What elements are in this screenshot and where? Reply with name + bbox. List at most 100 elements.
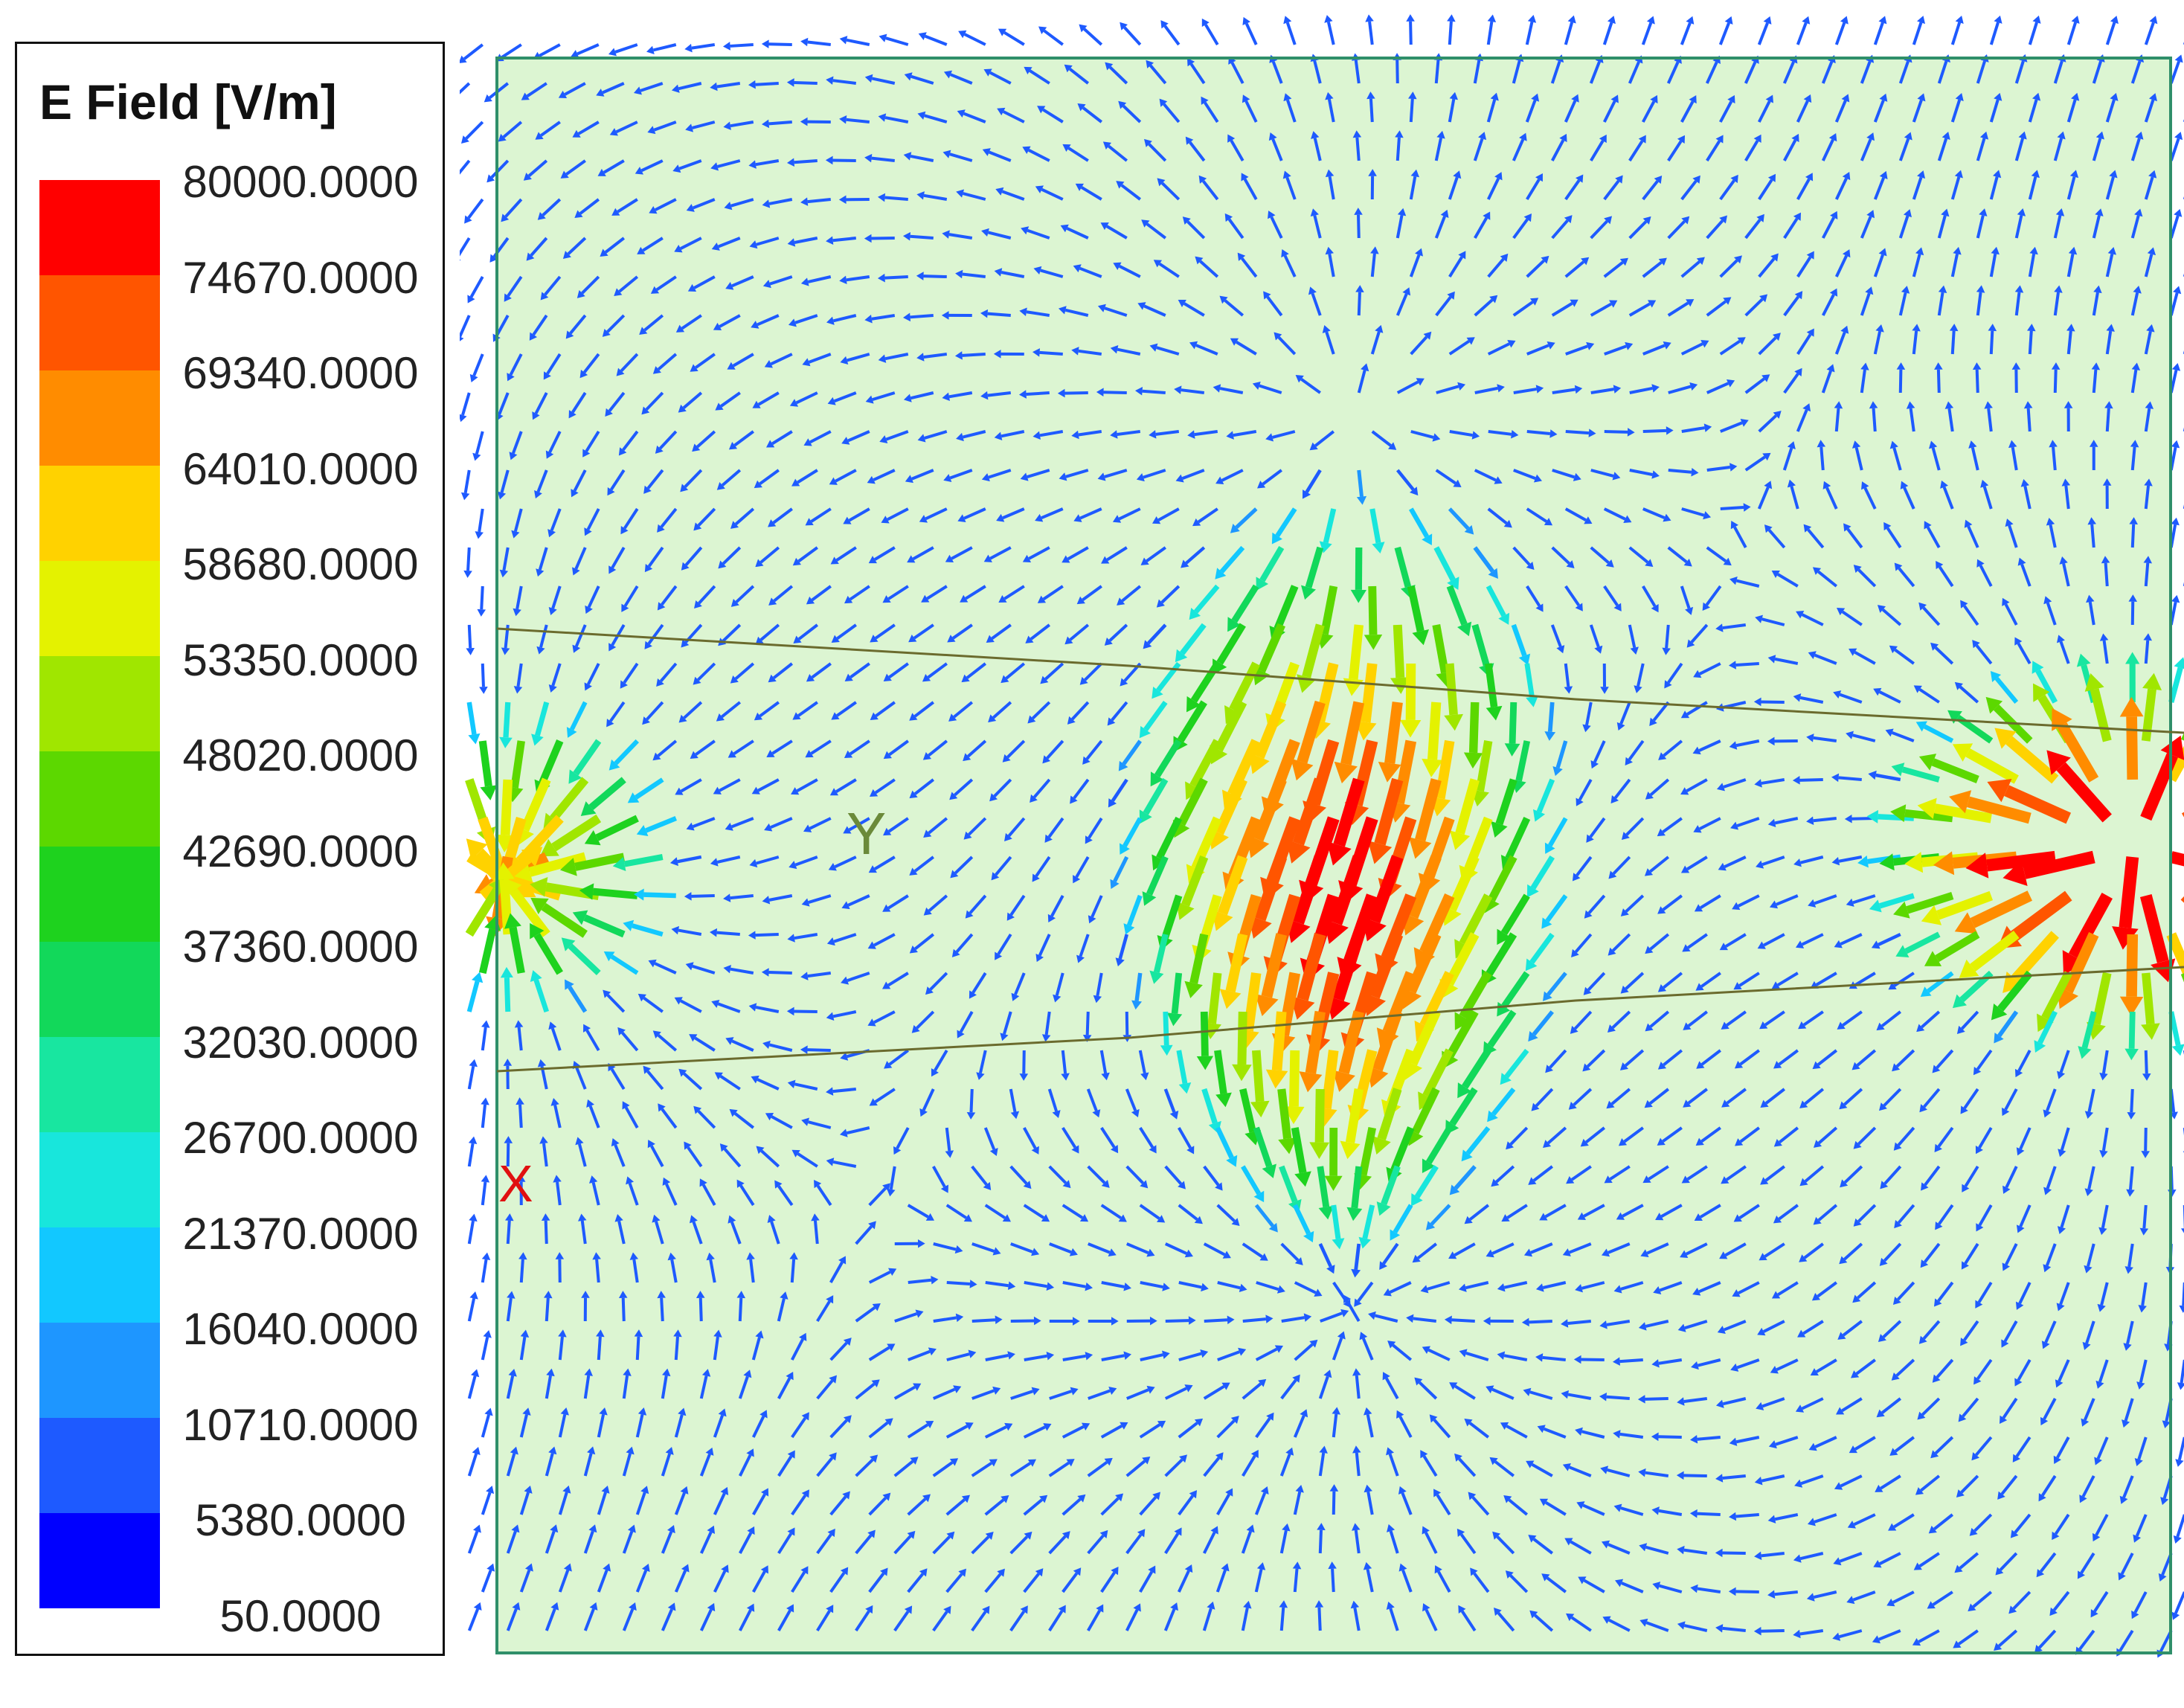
field-vector-head [1035, 1568, 1044, 1577]
field-vector-shaft [951, 546, 973, 560]
field-vector-head [940, 1184, 948, 1193]
field-vector-head [1140, 1180, 1149, 1189]
field-vector-head [1489, 1457, 1498, 1465]
field-vector-shaft [1590, 388, 1614, 394]
field-vector-head [541, 1213, 550, 1221]
field-vector-head [1680, 1250, 1689, 1259]
field-vector-shaft [2057, 722, 2099, 783]
field-vector-shaft [2104, 562, 2109, 587]
field-vector-shaft [794, 314, 818, 324]
field-vector-shaft [1031, 701, 1051, 720]
field-vector-shaft [871, 156, 895, 162]
field-vector-head [1771, 981, 1781, 989]
legend-tick-label: 53350.0000 [182, 635, 419, 685]
field-vector-shaft [2130, 369, 2138, 394]
field-vector-shaft [1164, 1165, 1183, 1185]
field-vector-head [479, 687, 488, 694]
field-vector-head [1737, 337, 1746, 345]
field-vector-shaft [1976, 292, 1982, 316]
field-vector-head [1658, 752, 1667, 760]
field-vector-shaft [928, 739, 948, 757]
field-vector-head [2016, 1147, 2025, 1156]
field-vector-head [721, 1564, 729, 1573]
field-vector-head [963, 753, 971, 762]
field-vector-head [1323, 1370, 1332, 1378]
field-vector-shaft [614, 1144, 626, 1167]
field-vector-head [879, 33, 887, 42]
field-vector-shaft [1744, 140, 1759, 162]
field-vector-head [684, 1141, 692, 1150]
field-vector-shaft [945, 1498, 966, 1516]
field-vector-shaft [583, 1375, 591, 1399]
field-vector-shaft [1377, 1088, 1402, 1140]
field-vector-shaft [1764, 1010, 1785, 1027]
field-vector-head [1604, 216, 1613, 225]
field-vector-head [596, 1329, 605, 1338]
field-vector-head [627, 792, 640, 803]
field-vector-shaft [1433, 1419, 1451, 1439]
field-vector-head [2160, 735, 2184, 760]
field-vector-shaft [1976, 138, 1986, 161]
field-vector-head [537, 211, 546, 220]
field-vector-head [678, 1068, 687, 1077]
field-vector-shaft [2004, 785, 2072, 824]
field-vector-head [1888, 1523, 1897, 1531]
field-vector-head [2149, 16, 2158, 25]
field-vector-head [1952, 994, 1967, 1009]
field-vector-shaft [1972, 1590, 1993, 1608]
field-vector-head [1973, 1376, 1982, 1385]
field-vector-shaft [1565, 430, 1590, 435]
field-vector-shaft [1807, 528, 1825, 549]
field-vector-shaft [1697, 1512, 1721, 1516]
field-vector-head [983, 1181, 992, 1191]
field-vector-shaft [1355, 1452, 1361, 1477]
field-vector-shaft [1293, 1568, 1299, 1593]
field-vector-shaft [573, 469, 587, 492]
field-vector-head [2158, 1573, 2167, 1582]
field-vector-shaft [1003, 585, 1025, 600]
field-vector-head [690, 364, 698, 372]
field-vector-shaft [768, 894, 793, 902]
field-vector-shaft [1699, 1204, 1721, 1219]
field-vector-head [1682, 944, 1691, 952]
field-vector-shaft [2053, 369, 2058, 394]
field-vector-head [841, 901, 850, 910]
field-vector-head [2129, 517, 2138, 525]
field-vector-shaft [1757, 487, 1770, 510]
field-vector-shaft [1086, 1088, 1098, 1111]
field-vector-shaft [1873, 100, 1885, 123]
legend-swatch [39, 1132, 160, 1227]
field-vector-shaft [622, 1453, 632, 1477]
field-vector-head [1265, 433, 1274, 442]
field-vector-shaft [1744, 61, 1757, 84]
field-vector-shaft [1687, 1088, 1708, 1105]
field-vector-shaft [586, 508, 600, 530]
field-vector-head [1727, 94, 1735, 104]
field-vector-head [1176, 901, 1195, 920]
field-vector-shaft [1989, 176, 1999, 200]
field-vector-head [1257, 481, 1266, 489]
field-vector-head [1076, 596, 1085, 605]
field-vector-shaft [1544, 1204, 1567, 1219]
field-vector-head [2038, 1493, 2046, 1502]
field-vector-head [1657, 984, 1667, 992]
field-vector-head [1350, 589, 1366, 603]
field-vector-shaft [2053, 292, 2060, 316]
field-vector-head [471, 1369, 480, 1378]
field-vector-shaft [1607, 1468, 1631, 1477]
field-vector-head [1196, 1056, 1214, 1070]
field-vector-shaft [2056, 1436, 2070, 1459]
field-vector-head [1149, 430, 1157, 439]
field-vector-head [1547, 341, 1555, 350]
field-vector-head [867, 1018, 876, 1027]
field-vector-head [623, 1368, 632, 1376]
field-vector-head [2086, 594, 2095, 603]
field-vector-shaft [1125, 1242, 1149, 1254]
field-vector-shaft [790, 1338, 804, 1361]
field-vector-shaft [1405, 663, 1416, 720]
field-vector-head [1936, 560, 1944, 570]
field-vector-head [1097, 304, 1106, 312]
field-vector-head [620, 525, 629, 535]
field-vector-shaft [1113, 855, 1129, 882]
field-vector-shaft [1783, 295, 1800, 317]
